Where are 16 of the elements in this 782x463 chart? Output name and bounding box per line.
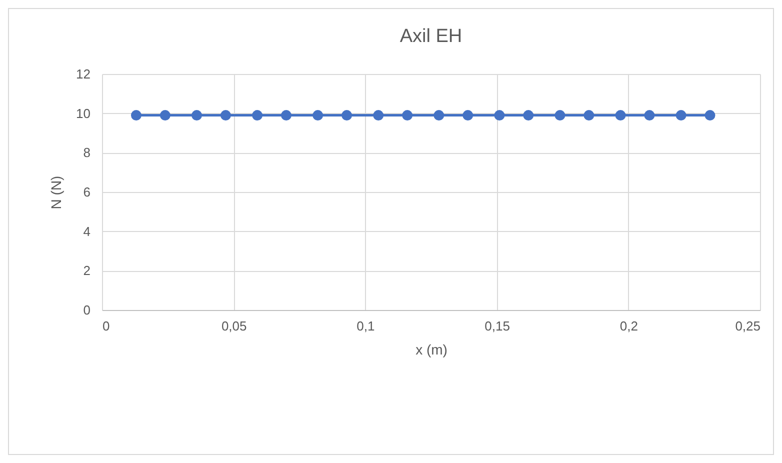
chart-title: Axil EH: [400, 26, 462, 47]
x-axis-title: x (m): [416, 342, 448, 358]
y-tick-label: 2: [83, 263, 90, 278]
y-tick-label: 6: [83, 184, 90, 200]
x-tick-label: 0,2: [620, 318, 638, 334]
x-tick-label: 0,15: [484, 318, 510, 334]
x-tick-label: 0,05: [221, 318, 247, 334]
y-tick-label: 10: [76, 106, 90, 121]
y-tick-label: 4: [83, 224, 90, 239]
x-tick-label: 0: [102, 318, 110, 334]
y-axis-title: N (N): [48, 176, 64, 210]
y-tick-label: 12: [76, 66, 90, 82]
x-tick-label: 0,25: [735, 318, 760, 334]
y-tick-label: 0: [83, 302, 90, 318]
y-tick-label: 8: [83, 145, 90, 160]
x-tick-label: 0,1: [356, 318, 375, 334]
